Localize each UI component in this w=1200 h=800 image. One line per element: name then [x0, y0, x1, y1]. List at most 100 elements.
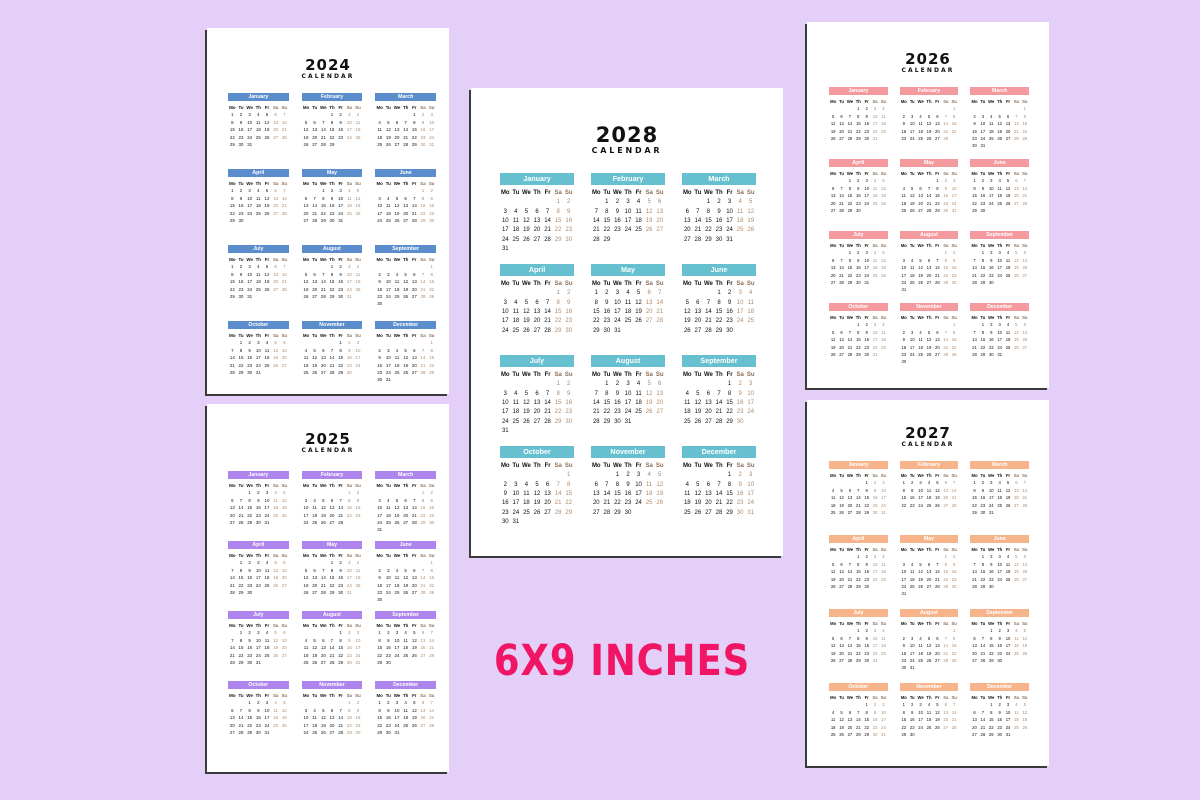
day-cell: 31	[501, 427, 509, 434]
day-cell: 12	[1014, 257, 1019, 263]
day-cell: 20	[847, 502, 853, 508]
day-cell: 24	[872, 576, 878, 582]
day-cell: 20	[705, 500, 712, 507]
weekday-label: Su	[655, 281, 664, 288]
weekday-label: Sa	[1013, 98, 1019, 104]
day-cell: 21	[943, 344, 949, 350]
day-cell: 3	[902, 257, 906, 263]
day-cell: 26	[523, 327, 530, 334]
day-cell: 15	[855, 121, 861, 127]
empty-cell	[925, 321, 933, 328]
day-cell: 3	[626, 199, 630, 206]
day-cell: 7	[848, 113, 852, 119]
day-cell: 8	[973, 185, 976, 191]
day-cell: 19	[830, 576, 836, 582]
day-cell: 28	[229, 369, 235, 375]
day-cell: 4	[1006, 250, 1010, 256]
weekday-label: Mo	[900, 472, 907, 478]
day-cell: 18	[918, 128, 923, 134]
day-cell: 6	[1006, 113, 1010, 119]
day-cell: 19	[394, 210, 400, 216]
day-cell: 22	[951, 344, 957, 350]
weekday-label: Sa	[272, 104, 279, 110]
day-cell: 10	[501, 309, 509, 316]
day-cell: 19	[264, 203, 270, 209]
weekday-label: Fr	[338, 692, 343, 698]
day-cell: 9	[330, 195, 334, 201]
empty-cell	[393, 263, 402, 270]
day-cell: 3	[998, 322, 1001, 328]
day-cell: 8	[727, 390, 732, 397]
day-cell: 27	[972, 657, 977, 663]
day-cell: 26	[523, 418, 530, 425]
day-cell: 12	[1014, 561, 1019, 567]
day-cell: 23	[614, 409, 621, 416]
day-cell: 26	[997, 135, 1002, 141]
day-cell: 10	[909, 337, 915, 343]
day-cell: 25	[624, 318, 632, 325]
day-cell: 18	[830, 724, 836, 730]
day-cell: 3	[257, 560, 260, 566]
day-cell: 16	[377, 286, 383, 292]
weekday-label: Fr	[412, 482, 417, 488]
day-cell: 23	[346, 362, 352, 368]
empty-cell	[500, 198, 511, 207]
day-cell: 3	[348, 112, 351, 118]
day-cell: 21	[338, 512, 344, 518]
day-cell: 8	[706, 208, 711, 215]
day-cell: 13	[847, 495, 853, 501]
day-cell: 8	[239, 567, 243, 573]
day-cell: 20	[403, 210, 409, 216]
day-cell: 6	[832, 185, 835, 191]
weekday-label: Su	[951, 546, 957, 552]
weekday-label: Mo	[302, 104, 310, 110]
day-cell: 24	[303, 729, 309, 735]
day-cell: 6	[274, 112, 277, 118]
weekday-label: Tu	[694, 463, 702, 470]
day-cell: 6	[848, 487, 852, 493]
empty-cell	[228, 559, 237, 566]
day-cell: 27	[839, 657, 844, 663]
weekday-label: Tu	[980, 170, 986, 176]
day-cell: 27	[656, 409, 664, 416]
day-cell: 3	[981, 113, 985, 119]
day-cell: 6	[231, 707, 234, 713]
month-block: November Mo Tu We Th Fr Sa Su 1 2 3 4 5 6 7 8 9 10 11 12 13 1…	[899, 303, 959, 375]
day-cell: 19	[909, 200, 915, 206]
day-grid: Mo Tu We Th Fr Sa Su 1 2 3 4 5 6 7 8 9 10 11 12 13 14 15 16 17 1…	[829, 694, 888, 739]
weekday-label: Mo	[376, 552, 383, 558]
day-cell: 2	[944, 178, 947, 184]
day-cell: 3	[911, 113, 914, 119]
weekday-label: Sa	[346, 552, 352, 558]
day-cell: 22	[229, 286, 235, 292]
day-cell: 13	[694, 309, 702, 316]
day-cell: 10	[872, 635, 878, 641]
weekday-label: Tu	[980, 620, 986, 626]
weekday-label: Su	[281, 482, 288, 488]
empty-cell	[900, 553, 908, 560]
day-cell: 11	[377, 127, 382, 133]
day-cell: 11	[918, 643, 923, 649]
day-cell: 9	[248, 567, 251, 573]
day-cell: 1	[348, 700, 351, 706]
day-cell: 29	[238, 659, 244, 665]
day-cell: 9	[952, 561, 956, 567]
day-cell: 18	[403, 645, 409, 651]
day-grid: Mo Tu We Th Fr Sa Su 1 2 3 4 5 6 7 8 9 10 11 12 13 14 15 16 17 1…	[228, 552, 289, 597]
weekday-label: Sa	[1013, 314, 1019, 320]
month-header: August	[899, 609, 959, 617]
month-block: October Mo Tu We Th Fr Sa Su 1 2 3 4 5 6 7 8 9 10 11 12 13 14…	[228, 321, 289, 397]
day-cell: 10	[872, 113, 878, 119]
weekday-label: Sa	[420, 180, 426, 186]
day-cell: 8	[973, 487, 976, 493]
day-cell: 26	[747, 227, 755, 234]
day-cell: 7	[283, 188, 286, 194]
day-cell: 11	[831, 495, 836, 501]
day-cell: 29	[229, 293, 235, 299]
day-cell: 5	[413, 630, 416, 636]
weekday-label: Fr	[935, 242, 940, 248]
day-cell: 15	[855, 337, 861, 343]
weekday-label: Tu	[980, 546, 986, 552]
day-cell: 2	[990, 250, 993, 256]
day-cell: 10	[997, 561, 1002, 567]
